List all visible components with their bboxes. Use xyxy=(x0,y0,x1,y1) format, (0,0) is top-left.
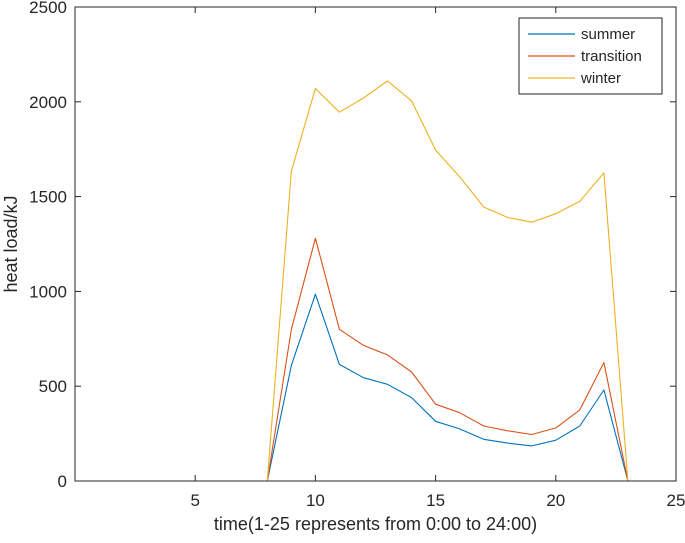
y-tick-label: 0 xyxy=(58,472,67,491)
y-tick-label: 2500 xyxy=(29,0,67,17)
series-line-summer xyxy=(99,293,676,482)
legend: summer transition winter xyxy=(518,17,663,95)
series-lines xyxy=(99,80,676,482)
x-tick-label: 5 xyxy=(190,491,199,510)
legend-label-winter: winter xyxy=(580,70,621,87)
axis-tick-labels: 5 10 15 20 25 0 500 1000 1500 2000 2500 xyxy=(29,0,685,510)
y-tick-label: 500 xyxy=(39,377,67,396)
legend-label-summer: summer xyxy=(581,26,635,43)
legend-label-transition: transition xyxy=(581,48,642,65)
x-tick-label: 25 xyxy=(667,491,685,510)
x-axis-title: time(1-25 represents from 0:00 to 24:00) xyxy=(214,514,537,534)
x-tick-label: 20 xyxy=(546,491,565,510)
axis-ticks xyxy=(75,6,677,482)
y-tick-label: 1500 xyxy=(29,188,67,207)
series-line-winter xyxy=(99,80,676,482)
plot-frame xyxy=(74,6,677,482)
y-axis-title: heat load/kJ xyxy=(1,195,21,292)
x-tick-label: 15 xyxy=(426,491,445,510)
series-line-transition xyxy=(99,237,676,482)
x-tick-label: 10 xyxy=(306,491,325,510)
y-tick-label: 1000 xyxy=(29,282,67,301)
y-tick-label: 2000 xyxy=(29,93,67,112)
